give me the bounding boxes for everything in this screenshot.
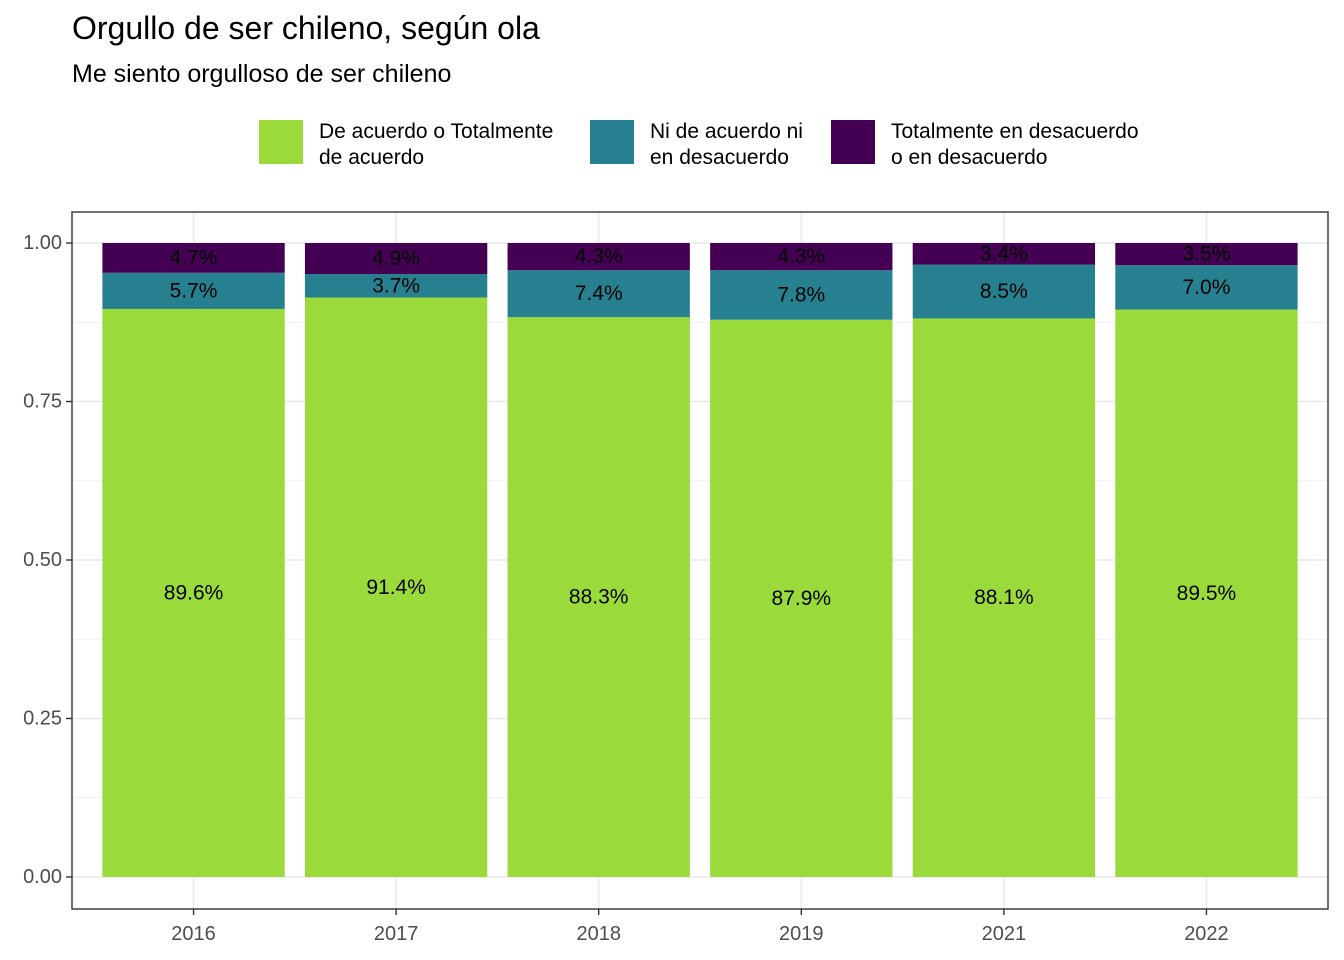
- data-label-neutral-2018: 7.4%: [575, 282, 623, 305]
- data-label-agree-2016: 89.6%: [164, 581, 224, 604]
- bar-disagree-2019: [710, 243, 893, 271]
- data-label-neutral-2016: 5.7%: [170, 279, 218, 302]
- bar-agree-2016: [102, 308, 285, 877]
- bar-agree-2022: [1115, 309, 1298, 877]
- chart-title: Orgullo de ser chileno, según ola: [72, 10, 540, 46]
- bar-disagree-2017: [304, 243, 488, 275]
- bar-agree-2019: [710, 319, 893, 877]
- x-tick-label-2021: 2021: [982, 923, 1027, 945]
- legend: De acuerdo o Totalmente de acuerdo Ni de…: [0, 0, 1344, 200]
- x-tick-label-2022: 2022: [1184, 923, 1229, 945]
- bar-agree-2018: [507, 317, 690, 878]
- data-label-disagree-2022: 3.5%: [1183, 243, 1231, 266]
- bar-disagree-2021: [912, 243, 1096, 265]
- x-tick-label-2019: 2019: [779, 923, 824, 945]
- bar-disagree-2022: [1115, 243, 1298, 266]
- data-label-neutral-2021: 8.5%: [980, 280, 1028, 303]
- legend-label-neutral: Ni de acuerdo ni en desacuerdo: [650, 120, 803, 169]
- data-label-agree-2017: 91.4%: [366, 576, 426, 599]
- legend-swatch-disagree: [831, 120, 875, 164]
- data-label-agree-2018: 88.3%: [569, 586, 629, 609]
- legend-swatch-neutral: [590, 120, 634, 164]
- data-label-disagree-2018: 4.3%: [575, 245, 623, 268]
- bar-agree-2021: [912, 318, 1096, 877]
- data-label-neutral-2022: 7.0%: [1183, 276, 1231, 299]
- y-tick-label: 0.75: [23, 391, 62, 413]
- bar-neutral-2019: [710, 270, 893, 320]
- legend-item-disagree: Totalmente en desacuerdo o en desacuerdo: [831, 120, 1139, 171]
- legend-label-agree: De acuerdo o Totalmente de acuerdo: [319, 120, 554, 169]
- y-tick-label: 1.00: [23, 232, 62, 254]
- bar-neutral-2022: [1115, 265, 1298, 310]
- data-label-agree-2022: 89.5%: [1177, 582, 1237, 605]
- data-label-agree-2021: 88.1%: [974, 586, 1034, 609]
- data-label-agree-2019: 87.9%: [772, 587, 832, 610]
- chart-subtitle: Me siento orgulloso de ser chileno: [72, 60, 452, 88]
- data-label-disagree-2021: 3.4%: [980, 242, 1028, 265]
- bar-neutral-2018: [507, 270, 690, 318]
- legend-swatch-agree: [259, 120, 303, 164]
- x-tick-label-2017: 2017: [374, 923, 419, 945]
- bar-disagree-2018: [507, 243, 690, 271]
- legend-item-neutral: Ni de acuerdo ni en desacuerdo: [590, 120, 803, 171]
- x-tick-label-2018: 2018: [576, 923, 621, 945]
- data-label-neutral-2017: 3.7%: [372, 274, 420, 297]
- bar-neutral-2017: [304, 274, 488, 298]
- bar-neutral-2016: [102, 272, 285, 309]
- x-tick-label-2016: 2016: [171, 923, 216, 945]
- legend-label-disagree: Totalmente en desacuerdo o en desacuerdo: [891, 120, 1139, 169]
- legend-item-agree: De acuerdo o Totalmente de acuerdo: [259, 120, 553, 171]
- data-label-disagree-2017: 4.9%: [372, 247, 420, 270]
- bar-neutral-2021: [912, 264, 1096, 319]
- bar-disagree-2016: [102, 243, 285, 273]
- y-tick-label: 0.00: [23, 866, 62, 888]
- data-label-neutral-2019: 7.8%: [777, 283, 825, 306]
- y-tick-label: 0.50: [23, 549, 62, 571]
- y-tick-label: 0.25: [23, 708, 62, 730]
- bar-agree-2017: [304, 297, 488, 877]
- data-label-disagree-2016: 4.7%: [170, 246, 218, 269]
- data-label-disagree-2019: 4.3%: [777, 245, 825, 268]
